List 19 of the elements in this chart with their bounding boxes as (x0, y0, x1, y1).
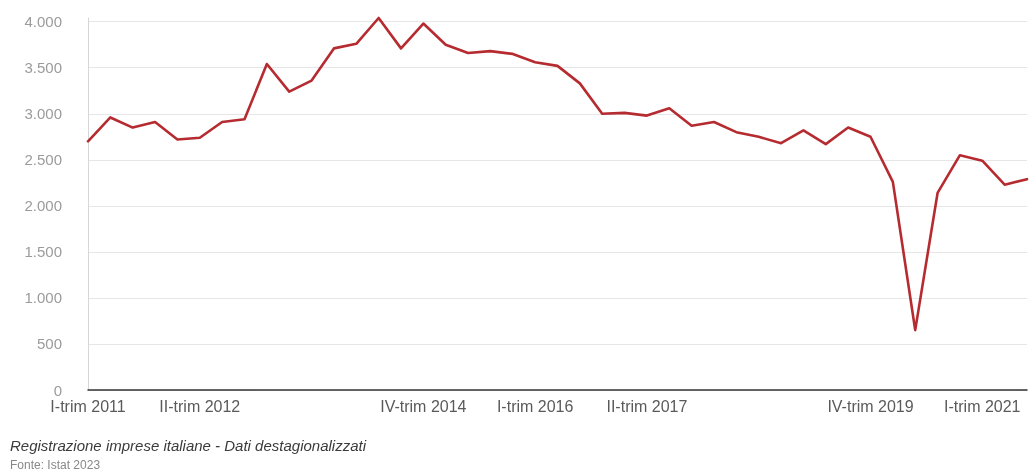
y-tick-label: 3.500 (24, 59, 62, 77)
y-tick-label: 4.000 (24, 13, 62, 31)
y-tick-label: 2.500 (24, 151, 62, 169)
x-tick-label: I-trim 2021 (944, 397, 1021, 415)
line-series (86, 16, 1029, 332)
y-tick-label: 2.000 (24, 197, 62, 215)
y-tick-label: 3.000 (24, 105, 62, 123)
x-tick-label: II-trim 2012 (159, 397, 241, 415)
x-tick-label: IV-trim 2014 (380, 397, 467, 415)
y-tick-label: 1.000 (24, 289, 62, 307)
x-tick-label: I-trim 2016 (496, 397, 574, 415)
x-tick-label: I-trim 2011 (50, 397, 126, 415)
source-note: Fonte: Istat 2023 (10, 458, 101, 472)
y-tick-label: 500 (36, 335, 62, 353)
y-tick-label: 0 (53, 381, 62, 399)
x-tick-label: II-trim 2017 (606, 397, 688, 415)
y-tick-label: 1.500 (24, 243, 62, 261)
text: Registrazione imprese italiane - Dati destagionalizzati (10, 437, 367, 454)
x-tick-label: IV-trim 2019 (827, 397, 914, 415)
